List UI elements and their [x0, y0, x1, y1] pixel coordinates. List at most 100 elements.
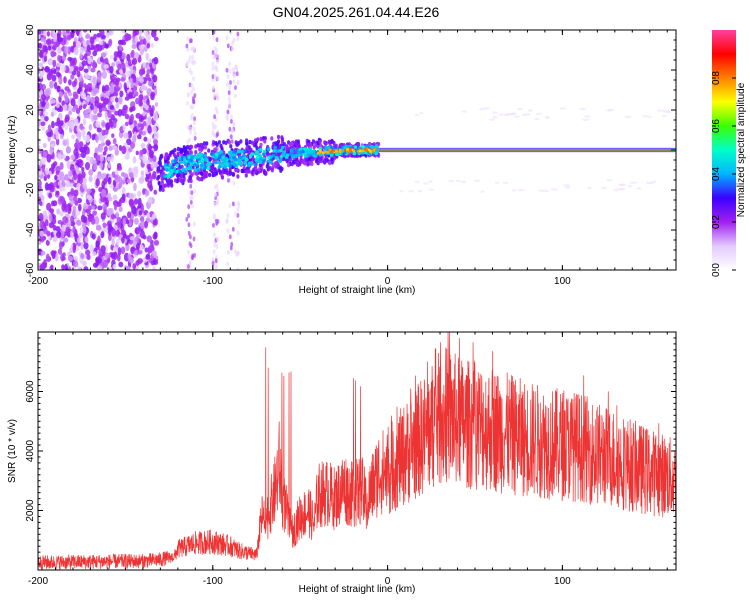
- spectrogram-cell: [193, 168, 198, 172]
- spectrogram-cell: [39, 230, 45, 237]
- spectrogram-cell: [143, 221, 149, 229]
- spectrogram-cell: [42, 142, 47, 149]
- spectrogram-cell: [83, 242, 89, 250]
- spectrogram-cell: [94, 147, 99, 154]
- spectrogram-cell: [68, 92, 73, 97]
- spectrogram-cell: [66, 160, 71, 170]
- spectrogram-cell: [45, 38, 52, 46]
- spectrogram-cell: [193, 120, 196, 126]
- spectrogram-cell: [217, 165, 222, 169]
- spectrogram-cell: [200, 159, 205, 163]
- spectrogram-cell: [153, 56, 159, 65]
- spectrogram-cell: [84, 236, 89, 243]
- spectrogram-cell: [335, 149, 339, 153]
- spectrogram-cell: [242, 153, 246, 158]
- spectrogram-cell: [80, 150, 87, 159]
- spectrogram-cell: [135, 260, 140, 266]
- spectrogram-cell: [214, 192, 217, 198]
- spectrogram-cell: [138, 68, 144, 76]
- spectrogram-cell: [230, 46, 234, 51]
- spectrogram-cell: [191, 104, 195, 110]
- spectrogram-cell: [236, 267, 240, 270]
- spectrogram-cell: [65, 30, 70, 34]
- spectrogram-cell: [95, 154, 101, 162]
- spectrogram-cell: [215, 109, 219, 115]
- spectrogram-cell: [86, 188, 92, 194]
- spectrogram-cell: [86, 149, 90, 155]
- spectrogram-cell: [54, 121, 60, 127]
- spectrogram-cell: [145, 255, 150, 260]
- spectrogram-cell: [153, 260, 159, 265]
- spectrogram-cell: [112, 145, 118, 151]
- spectrogram-cell: [84, 161, 91, 171]
- spectrogram-cell: [229, 144, 233, 149]
- spectrogram-cell: [249, 147, 253, 153]
- spectrogram-cell: [257, 152, 261, 157]
- spectrogram-cell: [274, 164, 278, 169]
- spectrogram-cell: [112, 246, 119, 252]
- spectrogram-cell: [148, 150, 154, 158]
- spectrogram-cell: [132, 263, 137, 270]
- spectrogram-cell: [153, 239, 160, 246]
- colorbar-tick-label: 0.8: [711, 71, 722, 85]
- x-tick-label: -200: [28, 576, 48, 587]
- spectrogram-cell: [39, 160, 43, 167]
- spectrogram-cell: [81, 166, 85, 172]
- spectrogram-cell: [74, 209, 81, 216]
- spectrogram-cell: [274, 161, 278, 166]
- spectrogram-cell: [75, 107, 81, 115]
- spectrogram-cell: [328, 148, 332, 152]
- spectrogram-cell: [104, 252, 110, 259]
- colorbar-tick-label: 0.0: [711, 263, 722, 277]
- spectrogram-cell: [81, 171, 86, 179]
- spectrogram-cell: [213, 46, 217, 51]
- spectrogram-cell: [144, 176, 150, 182]
- spectrogram-cell: [128, 172, 134, 179]
- spectrogram-cell: [83, 53, 88, 61]
- snr-y-axis-label: SNR (10 * v/v): [7, 419, 18, 483]
- spectrogram-cell: [156, 176, 160, 181]
- spectrogram-cell: [64, 45, 69, 55]
- spectrogram-cell: [60, 64, 66, 73]
- spectrogram-cell: [147, 143, 152, 152]
- spectrogram-cell: [85, 94, 91, 103]
- spectrogram-cell: [178, 170, 182, 174]
- spectrogram-cell: [293, 160, 297, 165]
- spectrogram-cell: [188, 55, 192, 60]
- spectrogram-cell: [80, 91, 86, 100]
- spectrogram-cell: [114, 169, 119, 176]
- spectrogram-cell: [210, 165, 214, 171]
- spectrogram-cell: [58, 171, 65, 179]
- spectrogram-cell: [104, 244, 108, 254]
- spectrogram-cell: [188, 241, 192, 247]
- spectrogram-cell: [104, 146, 108, 153]
- spectrogram-cell: [264, 171, 268, 176]
- spectrogram-cell: [80, 252, 85, 260]
- spectrogram-cell: [206, 166, 211, 171]
- spectrogram-cell: [236, 31, 240, 37]
- spectrogram-cell: [127, 130, 133, 139]
- spectrogram-cell: [68, 194, 74, 201]
- spectrogram-cell: [100, 34, 106, 40]
- spectrogram-cell: [198, 147, 202, 152]
- spectrogram-cell: [107, 162, 112, 169]
- spectrogram-cell: [544, 116, 550, 119]
- spectrogram-cell: [147, 80, 154, 87]
- spectrogram-cell: [122, 123, 126, 132]
- spectrogram-cell: [193, 221, 196, 227]
- spectrogram-cell: [99, 162, 103, 170]
- spectrogram-cell: [128, 198, 134, 206]
- spectrogram-cell: [253, 138, 258, 143]
- spectrogram-cell: [349, 149, 352, 152]
- spectrogram-cell: [209, 152, 214, 156]
- spectrogram-cell: [223, 165, 227, 169]
- spectrogram-cell: [120, 225, 125, 233]
- spectrogram-cell: [59, 134, 64, 140]
- spectrogram-cell: [91, 251, 97, 256]
- spectrogram-cell: [40, 250, 46, 256]
- spectrogram-cell: [70, 215, 75, 223]
- spectrogram-cell: [214, 264, 218, 270]
- spectrogram-cell: [367, 148, 371, 152]
- spectrogram-cell: [153, 139, 158, 145]
- spectrogram-cell: [276, 163, 280, 168]
